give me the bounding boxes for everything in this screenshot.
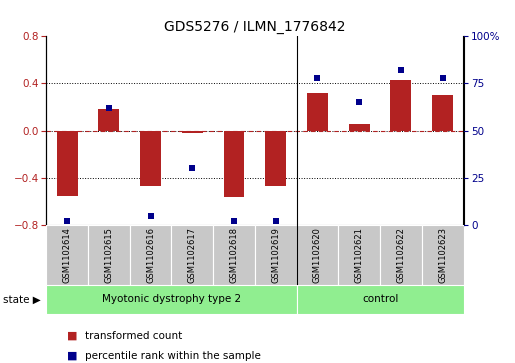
Text: GSM1102618: GSM1102618 xyxy=(230,227,238,283)
Point xyxy=(63,219,71,224)
Text: Myotonic dystrophy type 2: Myotonic dystrophy type 2 xyxy=(102,294,241,305)
Point xyxy=(355,99,363,105)
Point xyxy=(397,68,405,73)
Bar xyxy=(182,131,203,133)
Bar xyxy=(380,225,422,285)
Point xyxy=(313,75,321,81)
Bar xyxy=(297,285,464,314)
Bar xyxy=(422,225,464,285)
Bar xyxy=(213,225,255,285)
Bar xyxy=(130,225,171,285)
Bar xyxy=(349,123,370,131)
Text: transformed count: transformed count xyxy=(85,331,182,341)
Text: disease state ▶: disease state ▶ xyxy=(0,294,41,305)
Text: ■: ■ xyxy=(67,331,77,341)
Title: GDS5276 / ILMN_1776842: GDS5276 / ILMN_1776842 xyxy=(164,20,346,34)
Bar xyxy=(338,225,380,285)
Bar xyxy=(88,225,130,285)
Text: GSM1102615: GSM1102615 xyxy=(105,227,113,283)
Text: GSM1102622: GSM1102622 xyxy=(397,227,405,283)
Bar xyxy=(390,80,411,131)
Bar xyxy=(432,95,453,131)
Bar xyxy=(171,225,213,285)
Point xyxy=(105,105,113,111)
Text: GSM1102614: GSM1102614 xyxy=(63,227,72,283)
Bar xyxy=(98,110,119,131)
Point xyxy=(230,219,238,224)
Text: GSM1102617: GSM1102617 xyxy=(188,227,197,283)
Bar xyxy=(255,225,297,285)
Text: GSM1102621: GSM1102621 xyxy=(355,227,364,283)
Point xyxy=(146,213,154,219)
Text: GSM1102623: GSM1102623 xyxy=(438,227,447,283)
Bar xyxy=(140,131,161,186)
Text: GSM1102620: GSM1102620 xyxy=(313,227,322,283)
Text: ■: ■ xyxy=(67,351,77,361)
Bar xyxy=(307,93,328,131)
Point xyxy=(271,219,280,224)
Text: GSM1102619: GSM1102619 xyxy=(271,227,280,283)
Text: control: control xyxy=(362,294,398,305)
Point xyxy=(188,166,196,171)
Point xyxy=(438,75,447,81)
Bar xyxy=(46,225,88,285)
Bar xyxy=(57,131,78,196)
Bar xyxy=(224,131,245,197)
Bar xyxy=(46,285,297,314)
Bar xyxy=(265,131,286,186)
Text: GSM1102616: GSM1102616 xyxy=(146,227,155,283)
Bar xyxy=(297,225,338,285)
Text: percentile rank within the sample: percentile rank within the sample xyxy=(85,351,261,361)
